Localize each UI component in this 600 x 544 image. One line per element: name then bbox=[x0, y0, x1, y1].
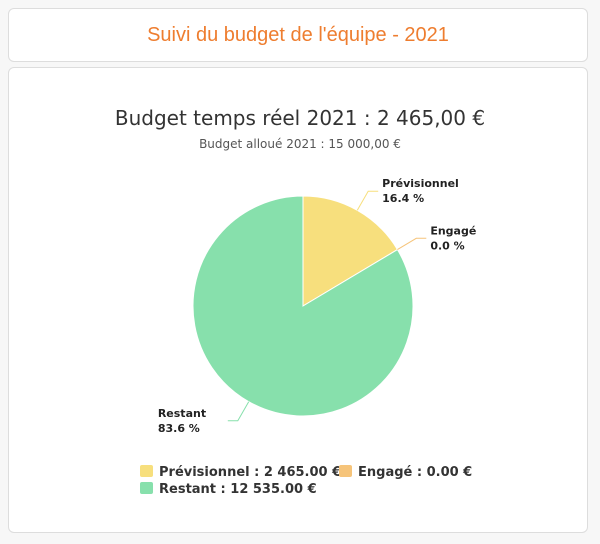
pie-chart: Budget temps réel 2021 : 2 465,00 € Budg… bbox=[115, 106, 485, 497]
legend-swatch bbox=[140, 482, 153, 494]
chart-panel: Budget temps réel 2021 : 2 465,00 € Budg… bbox=[8, 67, 588, 533]
legend-label: Prévisionnel : 2 465.00 € bbox=[159, 465, 341, 480]
data-label-engage: Engagé 0.0 % bbox=[430, 224, 476, 252]
legend-item-previsionnel[interactable]: Prévisionnel : 2 465.00 € bbox=[140, 465, 341, 480]
pie-slice-restant[interactable] bbox=[192, 195, 414, 417]
pie-slice-previsionnel[interactable] bbox=[302, 195, 399, 307]
legend-item-restant[interactable]: Restant : 12 535.00 € bbox=[140, 482, 317, 497]
legend-swatch bbox=[339, 465, 352, 477]
data-label-previsionnel: Prévisionnel 16.4 % bbox=[382, 177, 459, 205]
legend-swatch bbox=[140, 465, 153, 477]
legend-label: Engagé : 0.00 € bbox=[358, 465, 472, 480]
data-label-restant: Restant 83.6 % bbox=[158, 407, 206, 435]
connector-previsionnel bbox=[356, 190, 379, 211]
connector-engage bbox=[397, 237, 427, 251]
chart-subtitle: Budget alloué 2021 : 15 000,00 € bbox=[199, 137, 401, 151]
legend-item-engage[interactable]: Engagé : 0.00 € bbox=[339, 465, 472, 480]
connector-restant bbox=[227, 401, 250, 422]
page-title: Suivi du budget de l'équipe - 2021 bbox=[147, 24, 449, 46]
chart-title: Budget temps réel 2021 : 2 465,00 € bbox=[115, 106, 485, 130]
legend-label: Restant : 12 535.00 € bbox=[159, 482, 317, 497]
header-panel: Suivi du budget de l'équipe - 2021 bbox=[8, 8, 588, 62]
